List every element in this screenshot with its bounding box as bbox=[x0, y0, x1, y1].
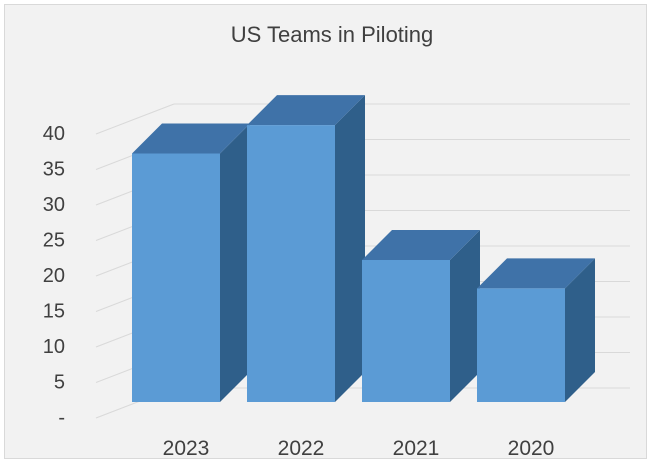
bar-front-face bbox=[362, 260, 450, 402]
y-tick-label: 20 bbox=[43, 265, 65, 287]
x-tick-label: 2020 bbox=[508, 437, 555, 460]
bars bbox=[132, 95, 595, 402]
bar-top-face bbox=[362, 230, 480, 260]
bar-side-face bbox=[565, 258, 595, 402]
bar-top-face bbox=[247, 95, 365, 126]
x-tick-label: 2023 bbox=[163, 437, 210, 460]
bar-2022 bbox=[247, 95, 365, 402]
grid-line-side bbox=[95, 103, 175, 135]
bar-top-face bbox=[477, 258, 595, 289]
y-axis-ticks: - 5 10 15 20 25 30 35 40 bbox=[43, 123, 65, 429]
bar-front-face bbox=[247, 125, 335, 402]
y-tick-label: 15 bbox=[43, 301, 65, 323]
bar-top-face bbox=[132, 123, 250, 154]
chart-title: US Teams in Piloting bbox=[231, 22, 434, 47]
y-tick-label: 30 bbox=[43, 194, 65, 216]
bar-front-face bbox=[477, 288, 565, 402]
x-axis-ticks: 2023 2022 2021 2020 bbox=[163, 437, 555, 460]
bar-side-face bbox=[220, 123, 250, 402]
bar-2023 bbox=[132, 123, 250, 402]
x-tick-label: 2022 bbox=[278, 437, 325, 460]
y-tick-label: - bbox=[58, 407, 65, 429]
bar-2021 bbox=[362, 230, 480, 402]
y-tick-label: 35 bbox=[43, 159, 65, 181]
bar-front-face bbox=[132, 153, 220, 402]
bar-side-face bbox=[335, 95, 365, 402]
x-tick-label: 2021 bbox=[393, 437, 440, 460]
bar-2020 bbox=[477, 258, 595, 402]
bar-side-face bbox=[450, 230, 480, 402]
y-tick-label: 40 bbox=[43, 123, 65, 145]
y-tick-label: 25 bbox=[43, 230, 65, 252]
y-tick-label: 5 bbox=[54, 372, 65, 394]
y-tick-label: 10 bbox=[43, 336, 65, 358]
